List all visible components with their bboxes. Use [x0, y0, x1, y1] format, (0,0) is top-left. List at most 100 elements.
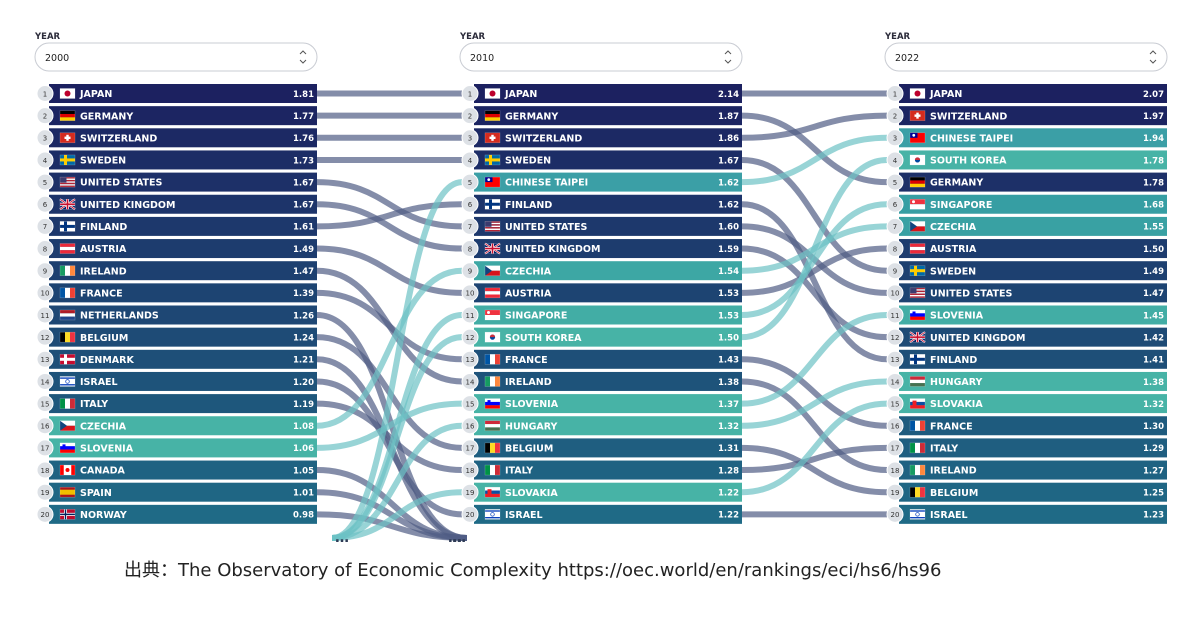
rank-row-2000-7: 7 FINLAND 1.61 [36, 216, 317, 236]
country-label: HUNGARY [505, 421, 558, 432]
rank-row-2010-15: 15 SLOVENIA 1.37 [461, 394, 742, 414]
rank-bar [49, 194, 317, 214]
rank-row-2022-4: 4 SOUTH KOREA 1.78 [886, 150, 1167, 170]
country-label: CZECHIA [505, 266, 552, 277]
rank-bar [899, 150, 1167, 170]
france-flag-icon [909, 420, 926, 431]
rank-number: 14 [41, 378, 50, 386]
slovakia-flag-icon [484, 486, 501, 498]
rank-row-2010-1: 1 JAPAN 2.14 [461, 84, 742, 103]
rank-badge [886, 372, 904, 390]
rank-bar [474, 194, 742, 214]
country-label: ITALY [505, 466, 533, 477]
rank-badge [886, 217, 904, 235]
hungary-flag-icon [484, 420, 501, 431]
rank-number: 10 [891, 290, 900, 298]
rank-row-2000-2: 2 GERMANY 1.77 [36, 106, 317, 126]
rank-number: 4 [893, 157, 898, 165]
country-label: UNITED KINGDOM [505, 244, 600, 255]
country-label: CZECHIA [80, 421, 127, 432]
rank-number: 14 [891, 378, 900, 386]
slovenia-flag-icon [909, 309, 926, 321]
rank-row-2010-17: 17 BELGIUM 1.31 [461, 438, 742, 458]
rank-row-2022-8: 8 AUSTRIA 1.50 [886, 239, 1167, 259]
eci-value: 1.30 [1143, 422, 1164, 432]
rank-number: 16 [466, 423, 475, 431]
eci-value: 1.47 [1143, 289, 1164, 299]
rank-row-2022-2: 2 SWITZERLAND 1.97 [886, 106, 1167, 126]
rank-badge [36, 85, 54, 102]
rank-bar [899, 305, 1167, 325]
year-select[interactable]: 2010 [459, 42, 743, 72]
rank-number: 5 [893, 179, 897, 187]
rank-number: 9 [43, 268, 47, 276]
rank-bar [899, 283, 1167, 303]
rank-number: 8 [43, 245, 47, 253]
rank-row-2010-9: 9 CZECHIA 1.54 [461, 261, 742, 281]
country-label: IRELAND [505, 377, 552, 388]
rank-bar [49, 305, 317, 325]
link-2010-sweden [741, 156, 888, 274]
country-label: AUSTRIA [80, 244, 127, 255]
country-label: BELGIUM [930, 488, 978, 499]
country-label: GERMANY [80, 111, 133, 122]
eci-value: 1.21 [293, 356, 314, 366]
rank-badge [36, 328, 54, 346]
austria-flag-icon [59, 243, 76, 254]
rank-bar [49, 416, 317, 436]
year-select[interactable]: 2022 [884, 42, 1168, 72]
israel-flag-icon [484, 509, 501, 520]
rank-number: 13 [466, 356, 475, 364]
rank-row-2000-10: 10 FRANCE 1.39 [36, 283, 317, 303]
rank-row-2010-4: 4 SWEDEN 1.67 [461, 150, 742, 170]
rank-badge [36, 173, 54, 191]
rank-row-2022-11: 11 SLOVENIA 1.45 [886, 305, 1167, 325]
rank-bar [474, 371, 742, 391]
rank-row-2000-16: 16 CZECHIA 1.08 [36, 416, 317, 436]
country-label: GERMANY [930, 178, 983, 189]
eci-value: 1.67 [293, 178, 314, 188]
rank-number: 1 [893, 90, 897, 98]
country-label: SLOVENIA [930, 311, 984, 322]
country-label: UNITED STATES [505, 222, 588, 233]
rank-number: 2 [468, 112, 472, 120]
link-2010-hungary [741, 378, 888, 429]
eci-value: 1.32 [718, 422, 739, 432]
rank-row-2022-13: 13 FINLAND 1.41 [886, 349, 1167, 369]
country-label: UNITED KINGDOM [80, 200, 175, 211]
link-2010-united-kingdom [741, 245, 888, 341]
link-2010-belgium [741, 444, 888, 496]
year-label: YEAR [34, 32, 61, 42]
rank-bar [49, 150, 317, 170]
country-label: SLOVAKIA [930, 399, 983, 410]
rank-number: 10 [41, 290, 50, 298]
finland-flag-icon [484, 199, 501, 210]
eci-value: 1.97 [1143, 112, 1164, 122]
slovenia-flag-icon [484, 398, 501, 409]
rank-bar [474, 438, 742, 458]
rank-row-2000-14: 14 ISRAEL 1.20 [36, 371, 317, 391]
country-label: CHINESE TAIPEI [930, 133, 1013, 144]
rank-bar [474, 482, 742, 502]
eci-value: 1.76 [293, 134, 314, 144]
rank-badge [36, 417, 54, 435]
rank-number: 20 [41, 511, 50, 519]
rank-bar [899, 261, 1167, 281]
rank-badge [886, 240, 904, 258]
italy-flag-icon [59, 398, 76, 409]
year-select[interactable]: 2000 [34, 42, 318, 72]
country-label: IRELAND [80, 266, 127, 277]
country-label: JAPAN [504, 89, 537, 100]
link-2010-slovakia [741, 400, 888, 496]
ireland-flag-icon [909, 464, 926, 476]
link-2010-south-korea [741, 156, 888, 341]
ranking-columns: YEAR 2000 1 JAPAN 1.81 2 GERMANY 1.77 3 SWITZERLA… [34, 32, 1168, 546]
italy-flag-icon [909, 442, 926, 454]
rank-row-2000-12: 12 BELGIUM 1.24 [36, 327, 317, 347]
country-label: IRELAND [930, 466, 977, 477]
country-label: ITALY [930, 444, 958, 455]
czechia-flag-icon [59, 420, 76, 431]
rank-bar [899, 327, 1167, 347]
chinese-taipei-flag-icon [909, 132, 926, 144]
rank-number: 4 [43, 157, 48, 165]
